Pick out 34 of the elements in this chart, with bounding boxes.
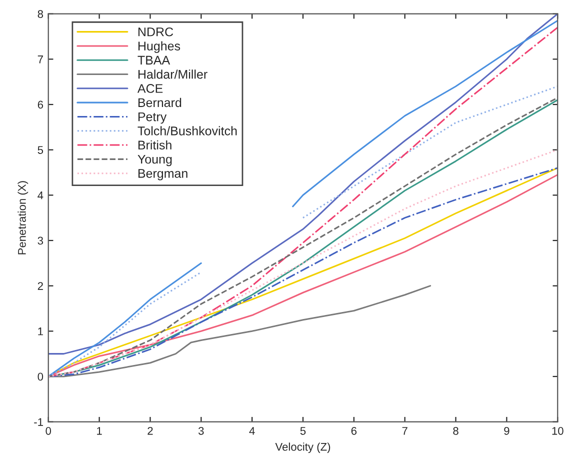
legend-label: Haldar/Miller xyxy=(138,70,208,79)
x-tick-label: 7 xyxy=(402,427,408,435)
x-tick-label: 10 xyxy=(552,426,564,435)
x-tick-label: 6 xyxy=(351,426,357,435)
legend-label: British xyxy=(138,140,172,150)
x-tick-label: 1 xyxy=(97,427,102,435)
y-axis-title: Penetration (X) xyxy=(18,181,28,254)
legend-label: Bernard xyxy=(138,98,182,108)
y-tick-label: 5 xyxy=(38,146,44,154)
y-tick-label: 8 xyxy=(38,10,44,18)
legend-label: Hughes xyxy=(138,41,180,53)
x-tick-label: 8 xyxy=(453,426,458,435)
y-tick-label: 2 xyxy=(38,282,43,290)
x-axis-title: Velocity (Z) xyxy=(275,442,330,453)
x-tick-label: 9 xyxy=(504,426,510,435)
legend-label: Petry xyxy=(138,112,167,124)
y-tick-label: 7 xyxy=(38,56,43,64)
x-tick-label: 4 xyxy=(249,427,255,435)
x-tick-label: 2 xyxy=(148,426,153,435)
y-tick-label: -1 xyxy=(34,418,43,426)
legend-label: Tolch/Bushkovitch xyxy=(138,126,237,136)
legend-label: NDRC xyxy=(138,27,174,36)
y-tick-label: 3 xyxy=(38,236,44,245)
legend-label: ACE xyxy=(137,84,163,93)
legend-label: TBAA xyxy=(138,56,170,64)
legend-label: Young xyxy=(138,154,172,166)
legend-label: Bergman xyxy=(138,169,188,180)
y-tick-label: 0 xyxy=(38,372,44,381)
y-tick-label: 1 xyxy=(38,328,43,336)
y-tick-label: 6 xyxy=(38,100,44,109)
y-tick-label: 4 xyxy=(38,192,44,200)
x-tick-label: 0 xyxy=(46,426,52,435)
x-tick-label: 3 xyxy=(198,426,204,435)
x-tick-label: 5 xyxy=(300,427,306,435)
